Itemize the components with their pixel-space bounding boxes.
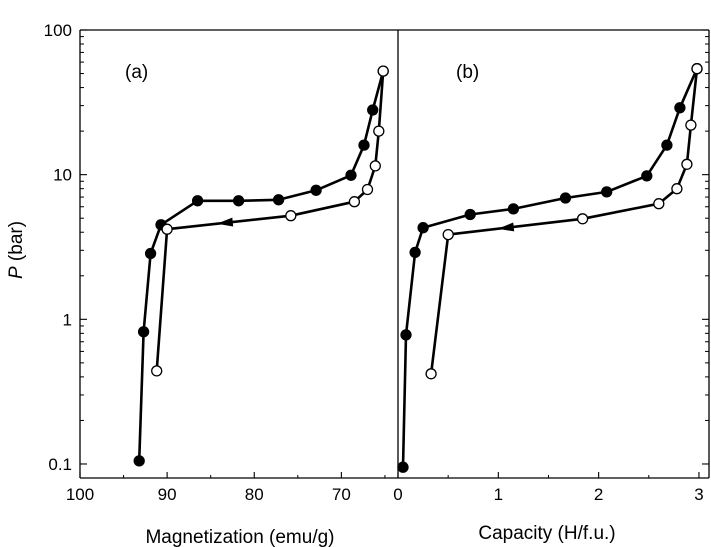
x-tick-label: 1: [494, 485, 503, 504]
absorption-point: [601, 186, 613, 198]
desorption-point: [348, 196, 361, 208]
desorption-line: [429, 68, 699, 374]
desorption-point: [442, 228, 454, 241]
desorption-point: [161, 223, 173, 235]
y-axis-title-symbol: P: [6, 266, 27, 279]
absorption-point: [464, 208, 476, 221]
absorption-point: [310, 184, 322, 196]
y-tick-label: 0.1: [48, 455, 72, 474]
desorption-point: [653, 198, 665, 210]
y-axis-title-unit: (bar): [6, 221, 27, 266]
x-tick-label: 0: [393, 485, 402, 504]
absorption-point: [191, 195, 204, 207]
absorption-point: [507, 203, 520, 215]
x-tick-label: 3: [694, 485, 703, 504]
desorption-point: [151, 365, 163, 377]
absorption-point: [409, 246, 421, 259]
absorption-point: [661, 139, 673, 151]
absorption-point: [559, 192, 572, 204]
panel-b: (b) 0 1 2 3: [393, 29, 710, 504]
direction-arrow: [216, 217, 234, 227]
absorption-point: [358, 139, 370, 151]
desorption-point: [361, 183, 374, 196]
panel-b-label: (b): [456, 62, 479, 83]
desorption-point: [373, 125, 385, 137]
x-tick-label: 90: [158, 485, 177, 504]
y-tick-label: 100: [44, 21, 72, 40]
x-axis-title-b: Capacity (H/f.u.): [478, 523, 615, 544]
y-tick-label: 1: [63, 310, 72, 329]
desorption-point: [691, 63, 703, 75]
y-tick-label: 10: [53, 166, 72, 185]
absorption-point: [345, 169, 357, 181]
desorption-point: [671, 183, 683, 195]
absorption-point: [367, 104, 379, 116]
desorption-point: [369, 160, 381, 172]
absorption-point: [232, 195, 245, 207]
absorption-point: [397, 461, 409, 473]
y-axis-title: P (bar): [6, 221, 27, 279]
desorption-point: [425, 368, 437, 380]
desorption-point: [285, 210, 297, 222]
panel-a-label: (a): [125, 62, 148, 83]
panel-a: (a) 100 90 80 70 0.1 1 10 100: [44, 21, 398, 504]
desorption-point: [377, 65, 389, 77]
direction-arrow: [497, 222, 515, 232]
desorption-point: [576, 213, 589, 225]
absorption-point: [133, 455, 145, 467]
absorption-point: [400, 329, 412, 341]
absorption-point: [641, 170, 653, 182]
absorption-point: [137, 326, 150, 338]
absorption-point: [144, 247, 157, 260]
absorption-point: [272, 194, 285, 206]
x-tick-label: 80: [245, 485, 264, 504]
absorption-line: [401, 68, 699, 468]
absorption-point: [674, 102, 686, 114]
absorption-line: [137, 70, 385, 461]
absorption-point: [417, 222, 429, 234]
x-tick-label: 70: [332, 485, 351, 504]
x-tick-label: 2: [594, 485, 603, 504]
desorption-point: [685, 119, 697, 131]
x-axis-title-a: Magnetization (emu/g): [145, 527, 334, 547]
x-tick-label: 100: [66, 485, 94, 504]
desorption-line: [155, 71, 385, 371]
desorption-point: [681, 158, 693, 170]
